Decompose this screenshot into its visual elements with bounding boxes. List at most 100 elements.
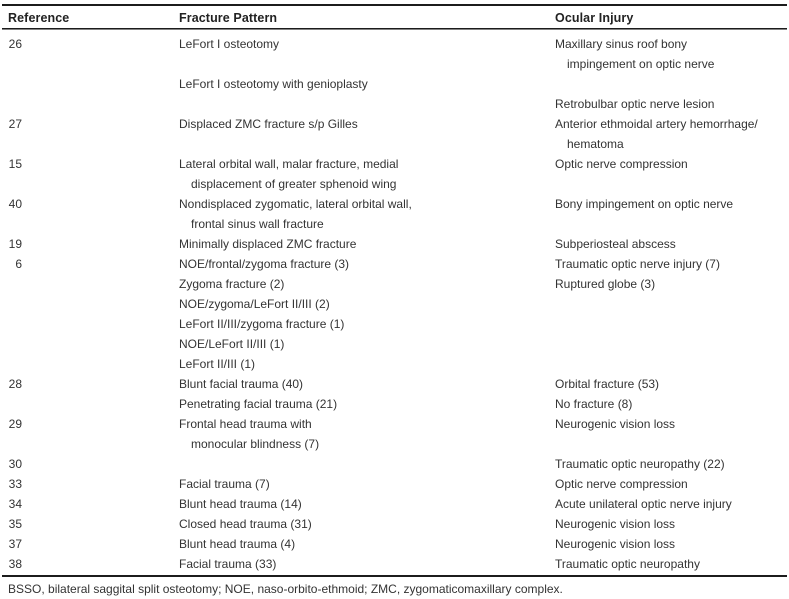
reference-number: 30 xyxy=(8,457,22,471)
cell-reference xyxy=(0,174,179,194)
cell-fracture-pattern: NOE/LeFort II/III (1) xyxy=(179,334,555,354)
cell-ocular-injury: Traumatic optic nerve injury (7) xyxy=(555,254,789,274)
reference-number: 26 xyxy=(8,37,22,51)
cell-reference: 38 xyxy=(0,554,179,574)
ocular-injury-text: Neurogenic vision loss xyxy=(555,537,676,551)
cell-ocular-injury: Traumatic optic neuropathy xyxy=(555,554,789,574)
table-row: 26 LeFort I osteotomy Maxillary sinus ro… xyxy=(0,34,789,54)
ocular-injury-text: Neurogenic vision loss xyxy=(555,517,676,531)
ocular-injury-text: Anterior ethmoidal artery hemorrhage/ xyxy=(555,117,758,131)
cell-ocular-injury: Traumatic optic neuropathy (22) xyxy=(555,454,789,474)
reference-number: 35 xyxy=(8,517,22,531)
table-row: 30 Traumatic optic neuropathy (22) xyxy=(0,454,789,474)
reference-number: 33 xyxy=(8,477,22,491)
table-row: 27 Displaced ZMC fracture s/p Gilles Ant… xyxy=(0,114,789,134)
cell-ocular-injury: Bony impingement on optic nerve xyxy=(555,194,789,214)
table-header-rule xyxy=(2,28,787,29)
cell-fracture-pattern: frontal sinus wall fracture xyxy=(179,214,555,234)
reference-number: 40 xyxy=(8,197,22,211)
cell-ocular-injury xyxy=(555,174,789,194)
cell-ocular-injury: Maxillary sinus roof bony xyxy=(555,34,789,54)
fracture-pattern-text: Facial trauma (33) xyxy=(179,557,277,571)
cell-ocular-injury: impingement on optic nerve xyxy=(555,54,789,74)
cell-ocular-injury xyxy=(555,434,789,454)
cell-reference xyxy=(0,434,179,454)
cell-ocular-injury xyxy=(555,334,789,354)
table-row: NOE/zygoma/LeFort II/III (2) xyxy=(0,294,789,314)
cell-fracture-pattern: NOE/frontal/zygoma fracture (3) xyxy=(179,254,555,274)
table-row: LeFort II/III (1) xyxy=(0,354,789,374)
fracture-pattern-text: Blunt head trauma (14) xyxy=(179,497,302,511)
table-row: 29 Frontal head trauma with Neurogenic v… xyxy=(0,414,789,434)
table-row: hematoma xyxy=(0,134,789,154)
fracture-pattern-text: Zygoma fracture (2) xyxy=(179,277,285,291)
reference-number: 28 xyxy=(8,377,22,391)
table-row: Zygoma fracture (2) Ruptured globe (3) xyxy=(0,274,789,294)
cell-reference: 15 xyxy=(0,154,179,174)
cell-fracture-pattern: Lateral orbital wall, malar fracture, me… xyxy=(179,154,555,174)
table-row: frontal sinus wall fracture xyxy=(0,214,789,234)
fracture-pattern-text: NOE/zygoma/LeFort II/III (2) xyxy=(179,297,330,311)
cell-ocular-injury: Optic nerve compression xyxy=(555,474,789,494)
ocular-injury-text: Traumatic optic neuropathy xyxy=(555,557,700,571)
cell-ocular-injury xyxy=(555,214,789,234)
cell-reference xyxy=(0,74,179,94)
cell-reference xyxy=(0,334,179,354)
table-row: Retrobulbar optic nerve lesion xyxy=(0,94,789,114)
table-row: LeFort I osteotomy with genioplasty xyxy=(0,74,789,94)
ocular-injury-text: Acute unilateral optic nerve injury xyxy=(555,497,732,511)
cell-fracture-pattern: displacement of greater sphenoid wing xyxy=(179,174,555,194)
table-row: monocular blindness (7) xyxy=(0,434,789,454)
column-header-reference: Reference xyxy=(8,10,70,25)
cell-reference xyxy=(0,54,179,74)
table-footnote: BSSO, bilateral saggital split osteotomy… xyxy=(8,582,563,596)
cell-ocular-injury: Optic nerve compression xyxy=(555,154,789,174)
cell-reference xyxy=(0,294,179,314)
ocular-injury-text: impingement on optic nerve xyxy=(567,57,715,71)
fracture-pattern-text: monocular blindness (7) xyxy=(191,437,320,451)
cell-reference xyxy=(0,354,179,374)
table-row: 38 Facial trauma (33) Traumatic optic ne… xyxy=(0,554,789,574)
cell-reference: 37 xyxy=(0,534,179,554)
fracture-pattern-text: Minimally displaced ZMC fracture xyxy=(179,237,357,251)
table-row: 37 Blunt head trauma (4) Neurogenic visi… xyxy=(0,534,789,554)
cell-reference: 40 xyxy=(0,194,179,214)
fracture-pattern-text: Blunt head trauma (4) xyxy=(179,537,296,551)
cell-fracture-pattern: monocular blindness (7) xyxy=(179,434,555,454)
table-row: 28 Blunt facial trauma (40) Orbital frac… xyxy=(0,374,789,394)
table-row: impingement on optic nerve xyxy=(0,54,789,74)
fracture-pattern-text: NOE/LeFort II/III (1) xyxy=(179,337,285,351)
cell-fracture-pattern: Facial trauma (7) xyxy=(179,474,555,494)
fracture-pattern-text: Lateral orbital wall, malar fracture, me… xyxy=(179,157,399,171)
ocular-injury-text: hematoma xyxy=(567,137,624,151)
cell-ocular-injury: Neurogenic vision loss xyxy=(555,534,789,554)
ocular-injury-text: Bony impingement on optic nerve xyxy=(555,197,734,211)
fracture-pattern-text: LeFort I osteotomy with genioplasty xyxy=(179,77,368,91)
table-row: 40 Nondisplaced zygomatic, lateral orbit… xyxy=(0,194,789,214)
column-header-ocular-injury: Ocular Injury xyxy=(555,10,634,25)
cell-fracture-pattern: NOE/zygoma/LeFort II/III (2) xyxy=(179,294,555,314)
table-row: 33 Facial trauma (7) Optic nerve compres… xyxy=(0,474,789,494)
fracture-pattern-text: displacement of greater sphenoid wing xyxy=(191,177,397,191)
fracture-pattern-text: Frontal head trauma with xyxy=(179,417,312,431)
ocular-injury-text: Maxillary sinus roof bony xyxy=(555,37,688,51)
ocular-injury-text: Optic nerve compression xyxy=(555,477,688,491)
cell-fracture-pattern xyxy=(179,134,555,154)
cell-reference: 19 xyxy=(0,234,179,254)
cell-reference: 29 xyxy=(0,414,179,434)
reference-number: 27 xyxy=(8,117,22,131)
reference-number: 19 xyxy=(8,237,22,251)
ocular-injury-text: Retrobulbar optic nerve lesion xyxy=(555,97,715,111)
cell-fracture-pattern: Blunt facial trauma (40) xyxy=(179,374,555,394)
ocular-injury-text: Traumatic optic nerve injury (7) xyxy=(555,257,720,271)
table-top-rule xyxy=(2,4,787,6)
cell-reference xyxy=(0,134,179,154)
cell-reference xyxy=(0,274,179,294)
cell-ocular-injury: Neurogenic vision loss xyxy=(555,514,789,534)
reference-number: 37 xyxy=(8,537,22,551)
cell-ocular-injury: hematoma xyxy=(555,134,789,154)
cell-ocular-injury: No fracture (8) xyxy=(555,394,789,414)
cell-ocular-injury xyxy=(555,354,789,374)
ocular-injury-text: Traumatic optic neuropathy (22) xyxy=(555,457,725,471)
